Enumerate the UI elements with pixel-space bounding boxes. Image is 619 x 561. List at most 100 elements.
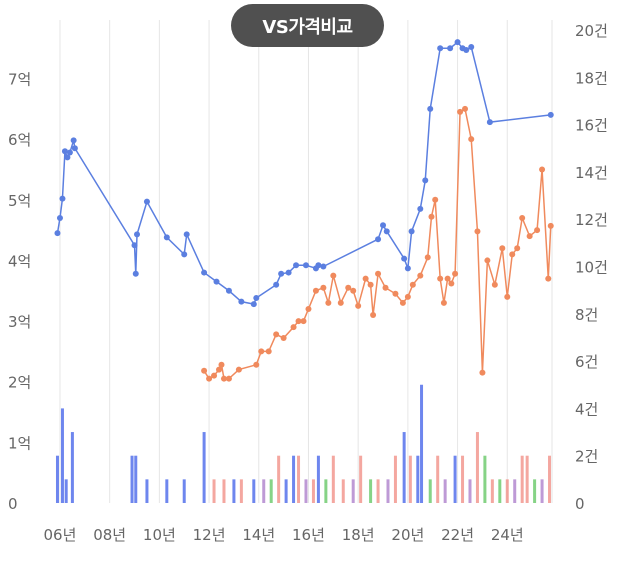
volume-bar (416, 455, 420, 503)
orange-price-point (305, 305, 312, 312)
vs-price-compare-button[interactable]: VS가격비교 (231, 4, 384, 47)
orange-price-point (491, 281, 498, 288)
orange-price-point (218, 361, 225, 368)
orange-price-point (462, 105, 469, 112)
volume-bar (520, 455, 524, 503)
volume-bar (324, 479, 328, 503)
orange-price-point (370, 312, 377, 319)
blue-price-point (181, 251, 188, 258)
blue-price-point (253, 295, 260, 302)
orange-price-point (534, 227, 541, 234)
orange-price-point (440, 299, 447, 306)
y-left-tick-label: 7억 (8, 71, 31, 89)
orange-price-point (201, 367, 208, 374)
y-left-tick-label: 5억 (8, 192, 31, 210)
x-tick-label: 22년 (441, 526, 474, 544)
volume-bar (483, 455, 487, 503)
volume-bar (130, 455, 134, 503)
volume-bar (525, 455, 529, 503)
orange-price-point (312, 287, 319, 294)
orange-price-point (392, 290, 399, 297)
blue-price-point (408, 228, 415, 235)
volume-bar (212, 479, 216, 503)
x-tick-label: 20년 (391, 526, 424, 544)
volume-bar (60, 408, 64, 503)
orange-price-point (295, 318, 302, 325)
volume-bar (453, 455, 457, 503)
orange-price-point (404, 293, 411, 300)
y-right-tick-label: 14건 (575, 164, 608, 182)
orange-price-point (290, 324, 297, 331)
x-tick-label: 10년 (143, 526, 176, 544)
orange-price-point (280, 335, 287, 342)
volume-bar (428, 479, 432, 503)
volume-bar (461, 455, 465, 503)
orange-price-point (382, 284, 389, 291)
x-tick-label: 16년 (292, 526, 325, 544)
y-right-tick-label: 20건 (575, 22, 608, 40)
orange-price-point (499, 245, 506, 252)
blue-price-point (380, 222, 387, 229)
orange-price-point (409, 281, 416, 288)
blue-price-point (201, 269, 208, 276)
orange-price-point (545, 275, 552, 282)
orange-price-point (424, 254, 431, 261)
volume-bar (351, 479, 355, 503)
orange-price-point (468, 136, 475, 143)
orange-price-point (375, 270, 382, 277)
volume-bar (386, 479, 390, 503)
orange-price-point (437, 275, 444, 282)
volume-bar (475, 432, 479, 503)
volume-bar (468, 479, 472, 503)
volume-bar (490, 479, 494, 503)
blue-price-point (278, 270, 285, 277)
volume-bar (533, 479, 537, 503)
volume-bar (436, 455, 440, 503)
volume-bar (393, 455, 397, 503)
blue-price-point (143, 198, 150, 205)
orange-price-point (300, 318, 307, 325)
blue-price-point (70, 137, 77, 144)
orange-price-point (325, 299, 332, 306)
blue-price-point (56, 214, 63, 221)
orange-price-point (457, 108, 464, 115)
volume-bar (55, 455, 59, 503)
orange-price-point (253, 361, 260, 368)
blue-price-point (468, 43, 475, 50)
blue-price-point (61, 148, 68, 155)
volume-bar (232, 479, 236, 503)
volume-bar (292, 455, 296, 503)
y-left-tick-label: 6억 (8, 131, 31, 149)
x-tick-label: 24년 (491, 526, 524, 544)
volume-bar (297, 455, 301, 503)
blue-price-point (404, 265, 411, 272)
orange-price-point (362, 275, 369, 282)
volume-bar (505, 479, 509, 503)
blue-price-point (225, 287, 232, 294)
blue-price-point (315, 262, 322, 269)
orange-price-line (203, 107, 552, 380)
blue-price-point (401, 255, 408, 262)
volume-bar (269, 479, 273, 503)
volume-bar (513, 479, 517, 503)
y-right-tick-label: 10건 (575, 259, 608, 277)
blue-price-point (134, 231, 141, 238)
volume-bar (341, 479, 345, 503)
blue-price-point (375, 236, 382, 243)
blue-price-point (131, 242, 138, 249)
y-right-tick-label: 4건 (575, 400, 598, 418)
volume-bar (311, 479, 315, 503)
volume-bar (376, 479, 380, 503)
volume-bar (540, 479, 544, 503)
blue-price-point (250, 301, 257, 308)
volume-bar (402, 432, 406, 503)
volume-bar (64, 479, 68, 503)
orange-price-point (320, 284, 327, 291)
blue-price-point (293, 262, 300, 269)
orange-price-point (350, 287, 357, 294)
volume-bar (420, 384, 424, 503)
orange-price-point (444, 275, 451, 282)
x-tick-label: 08년 (93, 526, 126, 544)
